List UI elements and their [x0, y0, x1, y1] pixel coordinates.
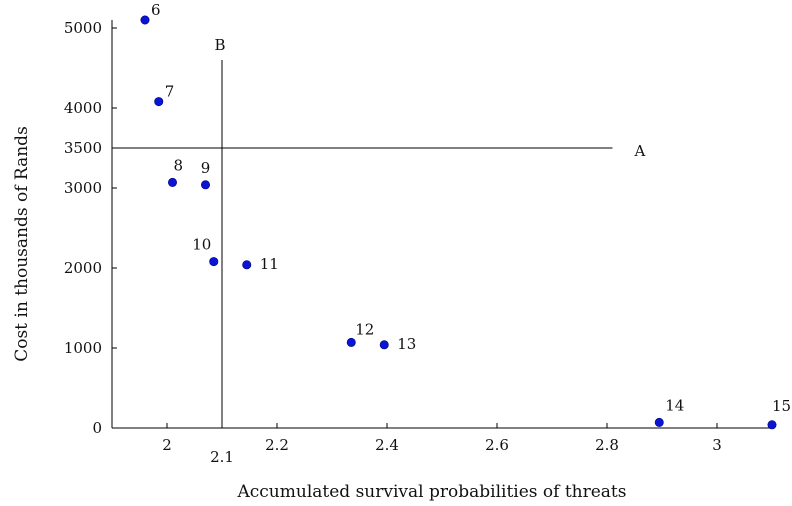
y-tick-label: 4000 [64, 99, 102, 117]
y-tick-label: 1000 [64, 339, 102, 357]
y-ticks: 0 1000 2000 3000 4000 5000 [64, 19, 117, 437]
data-point-11 [242, 260, 252, 270]
y-tick-label: 2000 [64, 259, 102, 277]
y-tick-label: 5000 [64, 19, 102, 37]
data-point-12 [346, 337, 356, 347]
x-tick-label: 3 [712, 436, 722, 454]
x-ticks: 2 2.2 2.4 2.6 2.8 3 [162, 423, 722, 454]
data-point-label: 8 [174, 156, 184, 174]
x-tick-label: 2.2 [265, 436, 289, 454]
data-point-10 [209, 257, 219, 267]
data-point-9 [201, 180, 211, 190]
reference-line-A-label: A [634, 142, 646, 160]
x-tick-label: 2.8 [595, 436, 619, 454]
x-tick-label: 2.6 [485, 436, 509, 454]
y-tick-label: 3000 [64, 179, 102, 197]
data-point-15 [767, 420, 777, 430]
y-tick-label: 0 [92, 419, 102, 437]
data-point-label: 15 [772, 397, 791, 415]
x-tick-label: 2.4 [375, 436, 399, 454]
data-point-14 [654, 417, 664, 427]
y-axis-title: Cost in thousands of Rands [12, 126, 32, 362]
data-point-13 [379, 340, 389, 350]
data-point-8 [168, 177, 178, 187]
data-point-label: 9 [201, 159, 211, 177]
reference-lines: A 3500 B 2.1 [64, 36, 646, 466]
data-point-label: 7 [165, 83, 175, 101]
data-point-6 [140, 15, 150, 25]
data-point-label: 14 [665, 396, 684, 414]
reference-line-B-label: B [214, 36, 225, 54]
data-points: 6 7 8 9 10 11 12 13 14 15 [140, 1, 791, 430]
axes [111, 20, 772, 429]
data-point-label: 6 [151, 1, 161, 19]
data-point-label: 10 [192, 236, 211, 254]
x-axis-title: Accumulated survival probabilities of th… [236, 482, 626, 502]
data-point-label: 11 [260, 255, 279, 273]
data-point-label: 12 [355, 320, 374, 338]
x-tick-label: 2 [162, 436, 172, 454]
data-point-label: 13 [397, 335, 416, 353]
reference-line-A-value: 3500 [64, 139, 102, 157]
reference-line-B-value: 2.1 [210, 448, 234, 466]
data-point-7 [154, 97, 164, 107]
